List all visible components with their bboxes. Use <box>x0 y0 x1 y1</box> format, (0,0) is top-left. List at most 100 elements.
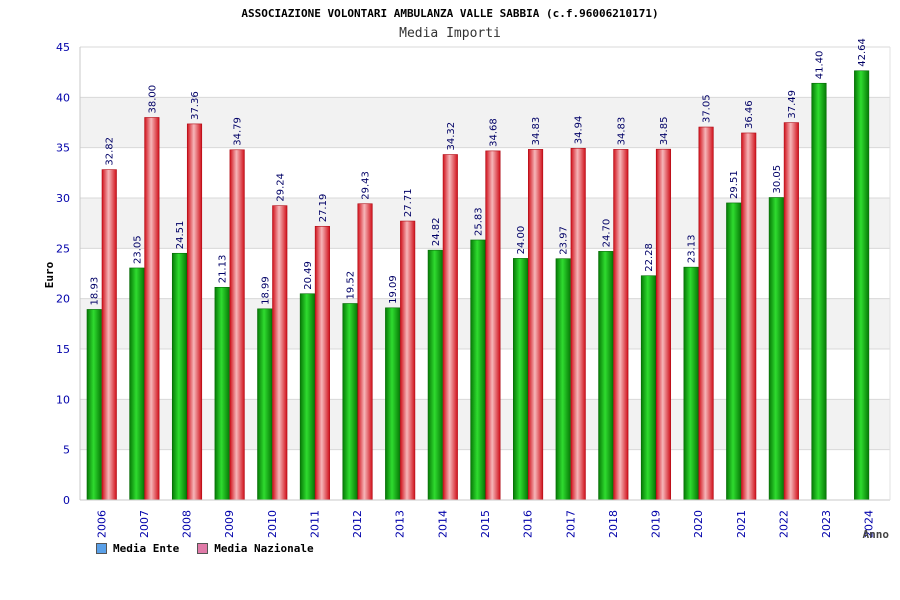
x-tick-label-2007: 2007 <box>138 510 151 538</box>
bar-media-ente-2020 <box>683 266 699 501</box>
x-axis-label: Anno <box>863 528 890 541</box>
x-tick-label-2022: 2022 <box>777 510 790 538</box>
value-label-media-ente-2020: 23.13 <box>687 235 698 264</box>
value-label-media-ente-2021: 29.51 <box>729 170 740 199</box>
grid-band <box>80 47 890 98</box>
bar-media-nazionale-2016 <box>528 149 544 501</box>
bar-media-ente-2010 <box>257 308 273 501</box>
value-label-media-nazionale-2020: 37.05 <box>702 94 713 123</box>
value-label-media-ente-2007: 23.05 <box>132 235 143 264</box>
value-label-media-ente-2015: 25.83 <box>473 207 484 236</box>
y-tick-label: 40 <box>56 91 70 104</box>
value-label-media-nazionale-2018: 34.83 <box>616 117 627 146</box>
bar-media-nazionale-2015 <box>485 150 501 501</box>
value-label-media-ente-2009: 21.13 <box>218 255 229 284</box>
legend-swatch-media-ente <box>96 543 107 554</box>
bar-media-ente-2012 <box>342 303 358 501</box>
x-tick-label-2012: 2012 <box>351 510 364 538</box>
value-label-media-nazionale-2008: 37.36 <box>190 91 201 120</box>
bar-media-nazionale-2013 <box>400 220 416 501</box>
value-label-media-ente-2024: 42.64 <box>857 38 868 67</box>
x-tick-label-2018: 2018 <box>607 510 620 538</box>
y-axis-label: Euro <box>43 261 56 288</box>
bar-media-nazionale-2020 <box>698 126 714 501</box>
x-tick-label-2006: 2006 <box>95 510 108 538</box>
value-label-media-ente-2022: 30.05 <box>772 165 783 194</box>
bar-media-nazionale-2009 <box>229 149 245 501</box>
y-tick-label: 45 <box>56 41 70 54</box>
value-label-media-nazionale-2017: 34.94 <box>574 116 585 145</box>
x-tick-label-2008: 2008 <box>181 510 194 538</box>
value-label-media-nazionale-2019: 34.85 <box>659 117 670 146</box>
bar-media-nazionale-2008 <box>186 123 203 501</box>
value-label-media-nazionale-2015: 34.68 <box>488 118 499 147</box>
bar-media-ente-2023 <box>811 82 827 501</box>
bar-media-ente-2018 <box>598 251 614 501</box>
bar-media-nazionale-2022 <box>783 122 799 501</box>
bar-media-ente-2007 <box>129 267 145 501</box>
bar-media-nazionale-2018 <box>613 149 629 501</box>
x-tick-label-2017: 2017 <box>564 510 577 538</box>
bar-media-ente-2008 <box>171 252 188 501</box>
x-tick-label-2016: 2016 <box>522 510 535 538</box>
value-label-media-nazionale-2022: 37.49 <box>787 90 798 119</box>
x-tick-label-2024: 2024 <box>863 510 876 538</box>
value-label-media-ente-2023: 41.40 <box>814 51 825 80</box>
bars <box>86 70 870 501</box>
bar-media-nazionale-2012 <box>357 203 373 501</box>
value-label-media-ente-2014: 24.82 <box>431 218 442 247</box>
value-label-media-nazionale-2013: 27.71 <box>403 188 414 217</box>
x-tick-label-2010: 2010 <box>266 510 279 538</box>
value-label-media-nazionale-2010: 29.24 <box>275 173 286 202</box>
bar-media-ente-2017 <box>555 258 571 501</box>
bar-media-nazionale-2007 <box>144 117 160 501</box>
value-label-media-nazionale-2007: 38.00 <box>147 85 158 114</box>
bar-media-nazionale-2021 <box>741 132 757 501</box>
y-tick-label: 10 <box>56 393 70 406</box>
y-tick-label: 35 <box>56 142 70 155</box>
y-tick-label: 15 <box>56 343 70 356</box>
axes <box>79 47 891 501</box>
y-tick-label: 20 <box>56 293 70 306</box>
value-label-media-ente-2012: 19.52 <box>346 271 357 300</box>
x-tick-label-2019: 2019 <box>650 510 663 538</box>
value-label-media-ente-2019: 22.28 <box>644 243 655 272</box>
bar-media-nazionale-2019 <box>655 148 672 501</box>
legend-swatch-media-nazionale <box>197 543 209 554</box>
value-label-media-ente-2011: 20.49 <box>303 261 314 290</box>
value-label-media-ente-2018: 24.70 <box>601 219 612 248</box>
bar-media-ente-2019 <box>640 275 657 501</box>
x-tick-label-2011: 2011 <box>308 510 321 538</box>
bar-media-nazionale-2014 <box>442 154 458 501</box>
legend-label-media-ente: Media Ente <box>113 542 180 555</box>
y-axis-ticks: 0 5 10 15 20 25 30 35 40 45 <box>56 41 70 507</box>
x-tick-label-2009: 2009 <box>223 510 236 538</box>
value-label-media-nazionale-2021: 36.46 <box>744 100 755 129</box>
y-tick-label: 30 <box>56 192 70 205</box>
x-tick-label-2015: 2015 <box>479 510 492 538</box>
value-label-media-ente-2006: 18.93 <box>90 277 101 306</box>
bar-media-ente-2006 <box>86 309 102 501</box>
value-label-media-ente-2013: 19.09 <box>388 275 399 304</box>
bar-media-nazionale-2017 <box>570 147 586 501</box>
bar-media-ente-2016 <box>513 258 529 501</box>
value-label-media-ente-2010: 18.99 <box>260 276 271 305</box>
bar-media-ente-2022 <box>768 197 784 501</box>
legend-label-media-nazionale: Media Nazionale <box>214 542 314 555</box>
bar-media-ente-2015 <box>470 239 486 501</box>
y-tick-label: 5 <box>63 444 70 457</box>
value-label-media-nazionale-2014: 34.32 <box>446 122 457 151</box>
legend-item-media-nazionale: Media Nazionale <box>197 542 314 555</box>
value-labels: 18.93 32.82 23.05 38.00 24.51 37.36 21.13 34.79… <box>90 38 868 305</box>
bar-media-ente-2014 <box>427 249 443 501</box>
value-label-media-nazionale-2009: 34.79 <box>233 117 244 146</box>
x-tick-label-2023: 2023 <box>820 510 833 538</box>
x-tick-label-2013: 2013 <box>394 510 407 538</box>
x-tick-label-2020: 2020 <box>692 510 705 538</box>
bar-media-nazionale-2011 <box>314 225 330 501</box>
value-label-media-nazionale-2006: 32.82 <box>105 137 116 166</box>
y-tick-label: 25 <box>56 242 70 255</box>
chart-subtitle: Media Importi <box>399 26 501 41</box>
bar-media-ente-2024 <box>854 70 870 501</box>
